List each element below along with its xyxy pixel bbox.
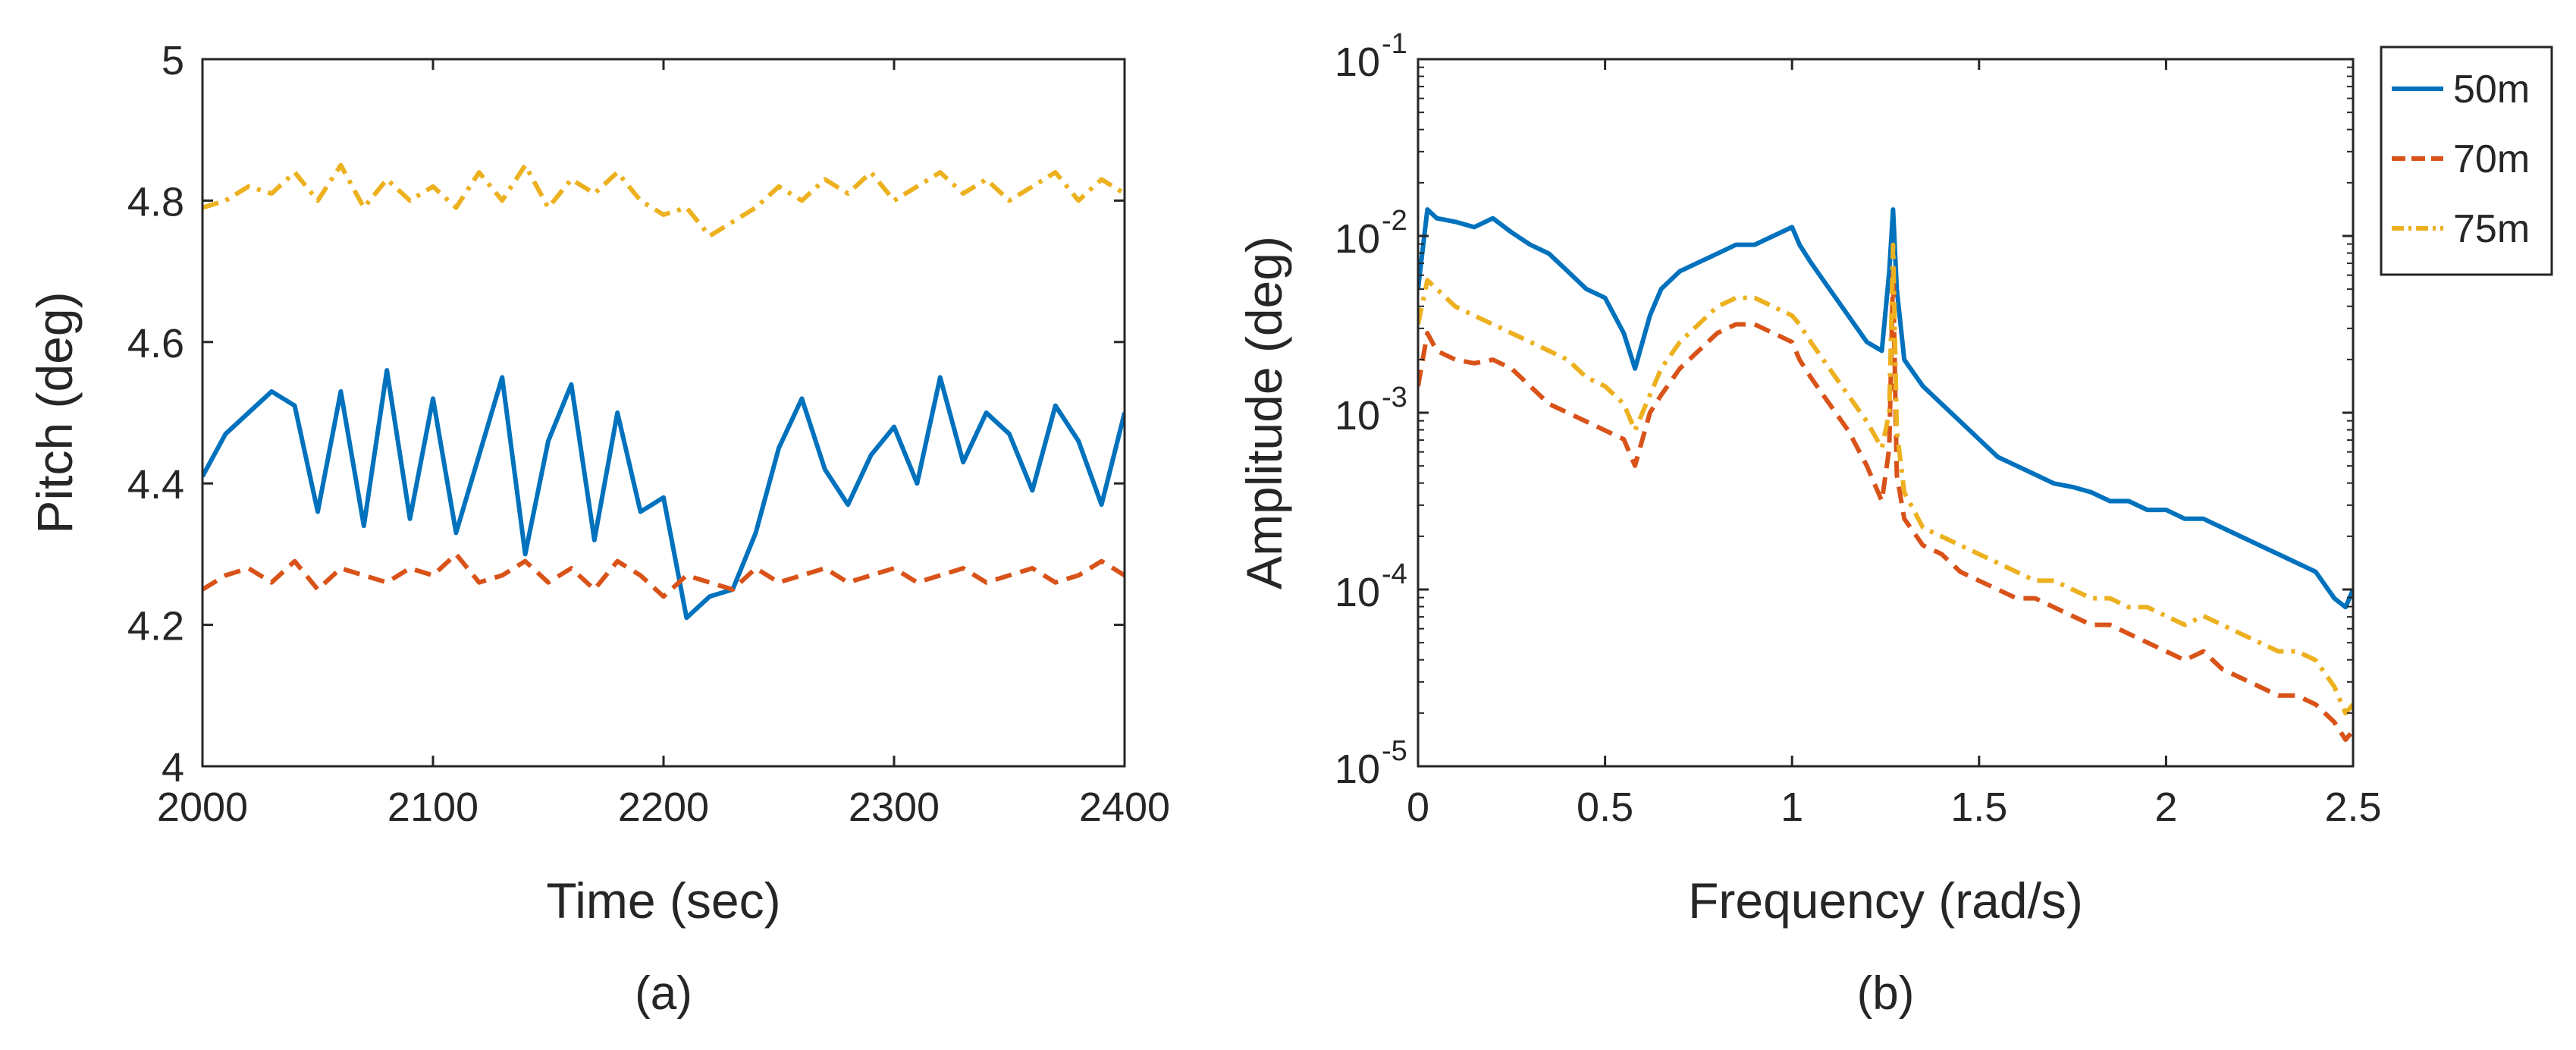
- x-tick-label: 2400: [1079, 784, 1170, 830]
- y-tick-exponent: -3: [1382, 382, 1407, 413]
- legend: 50m 70m 75m: [2380, 46, 2553, 276]
- y-axis-label: Amplitude (deg): [1236, 236, 1292, 589]
- y-tick-label: 10: [1335, 216, 1380, 262]
- series-line-70m: [202, 552, 1125, 599]
- series-group: [1418, 207, 2353, 742]
- y-tick-exponent: -1: [1382, 28, 1407, 60]
- x-tick-label: 2200: [618, 784, 709, 830]
- y-axis-label: Pitch (deg): [27, 291, 83, 533]
- y-tick-exponent: -2: [1382, 205, 1407, 237]
- panel-label: (b): [1857, 967, 1915, 1020]
- series-line-70m: [1418, 269, 2353, 742]
- y-tick-label: 4.6: [127, 321, 184, 366]
- panel-label: (a): [635, 967, 692, 1020]
- y-tick-label: 4.2: [127, 604, 184, 649]
- x-tick-label: 1.5: [1950, 784, 2007, 830]
- x-tick-label: 0.5: [1577, 784, 1633, 830]
- x-tick-label: 1: [1781, 784, 1803, 830]
- series-line-75m: [1418, 242, 2353, 716]
- x-tick-label: 2100: [387, 784, 478, 830]
- y-tick-label: 10: [1335, 39, 1380, 85]
- x-axis-label: Frequency (rad/s): [1688, 872, 2083, 929]
- x-tick-label: 0: [1407, 784, 1429, 830]
- legend-label-70m: 70m: [2453, 137, 2530, 181]
- chart-panel-b: 0 0.5 1 1.5 2 2.510-510-410-310-210 -1Frequenc…: [1236, 28, 2553, 1020]
- legend-label-50m: 50m: [2453, 68, 2530, 112]
- x-axis-label: Time (sec): [546, 872, 780, 929]
- y-tick-label: 4: [162, 745, 184, 791]
- y-tick-label: 10: [1335, 570, 1380, 615]
- y-tick-label: 5: [162, 38, 184, 83]
- x-tick-label: 2300: [849, 784, 940, 830]
- legend-label-75m: 75m: [2453, 207, 2530, 251]
- y-tick-exponent: -4: [1382, 558, 1407, 590]
- y-tick-exponent: -5: [1382, 735, 1407, 767]
- series-line-50m: [202, 368, 1125, 621]
- series-line-50m: [1418, 207, 2353, 610]
- series-line-75m: [202, 162, 1125, 238]
- plot-area: [1418, 59, 2353, 766]
- y-tick-label: 4.8: [127, 179, 184, 225]
- plot-area: [202, 59, 1125, 766]
- x-tick-label: 2.5: [2324, 784, 2381, 830]
- legend-box: [2380, 46, 2553, 276]
- chart-panel-a: 2000 2100 2200 2300 2400 4 4.2 4.4 4.6 4.8 5 Time (…: [27, 38, 1170, 1020]
- x-tick-label: 2000: [157, 784, 248, 830]
- y-tick-label: 4.4: [127, 462, 184, 508]
- y-tick-label: 10: [1335, 747, 1380, 792]
- series-group: [202, 162, 1125, 621]
- x-tick-label: 2: [2154, 784, 2177, 830]
- y-tick-label: 10: [1335, 393, 1380, 439]
